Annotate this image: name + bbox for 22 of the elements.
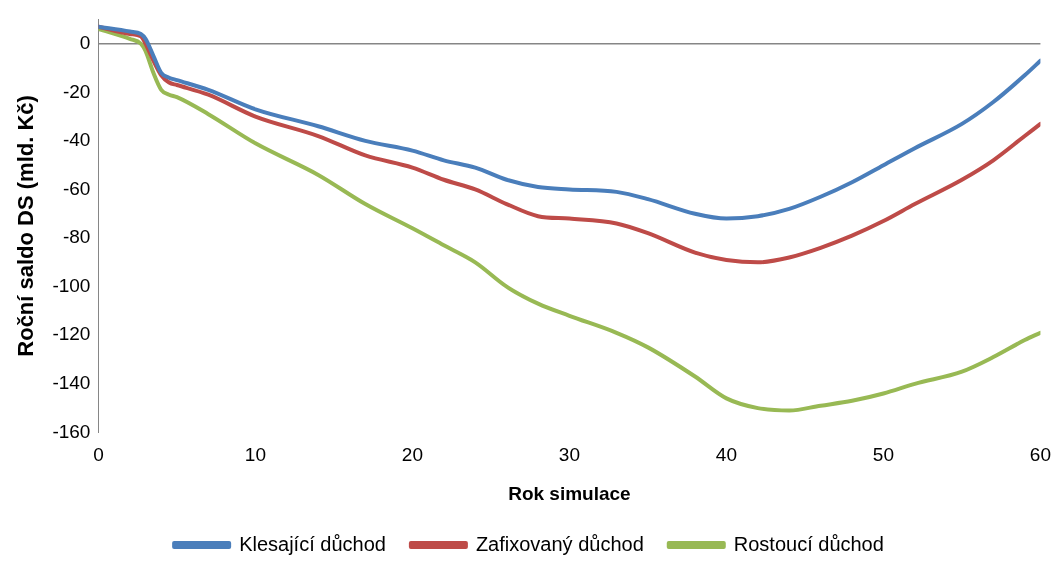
x-tick-label: 50	[872, 444, 894, 466]
x-tick-label: 20	[401, 444, 423, 466]
legend-label: Rostoucí důchod	[733, 532, 884, 555]
legend-label: Zafixovaný důchod	[475, 532, 644, 555]
y-tick-label: -100	[52, 274, 91, 296]
y-tick-label: 0	[79, 31, 91, 53]
y-tick-label: -80	[62, 226, 91, 248]
y-axis-title: Roční saldo DS (mld. Kč)	[13, 95, 39, 357]
x-tick-label: 60	[1029, 444, 1051, 466]
x-tick-label: 10	[244, 444, 266, 466]
line-series	[98, 27, 1041, 413]
x-tick-label: 40	[715, 444, 737, 466]
y-tick-label: -20	[62, 80, 91, 102]
y-tick-label: -160	[52, 420, 91, 442]
x-tick-label: 30	[558, 444, 580, 466]
line-series	[98, 24, 1041, 221]
y-tick-label: -140	[52, 372, 91, 394]
y-tick-label: -40	[62, 129, 91, 151]
y-tick-label: -60	[62, 177, 91, 199]
x-axis-title: Rok simulace	[508, 482, 631, 504]
y-tick-label: -120	[52, 323, 91, 345]
legend-label: Klesající důchod	[239, 532, 386, 555]
